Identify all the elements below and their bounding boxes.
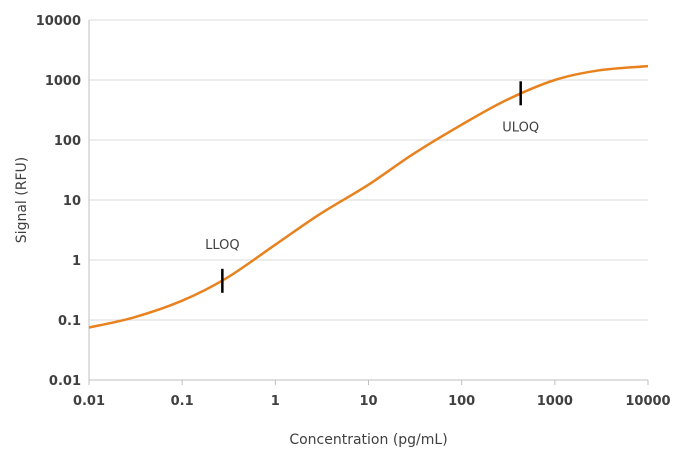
y-tick-label: 100 — [54, 134, 81, 149]
x-tick-label: 10000 — [625, 394, 670, 409]
y-axis-title: Signal (RFU) — [14, 157, 30, 243]
x-tick-label: 100 — [448, 394, 475, 409]
y-tick-label: 10 — [63, 194, 81, 209]
y-tick-label: 1 — [72, 254, 81, 269]
y-tick-label: 0.1 — [58, 314, 81, 329]
y-tick-label: 0.01 — [49, 374, 81, 389]
series-line — [88, 64, 649, 329]
x-tick-label: 10 — [359, 394, 377, 409]
annotation-label: LLOQ — [205, 238, 240, 253]
x-axis-title: Concentration (pg/mL) — [289, 432, 447, 448]
x-tick-label: 1 — [271, 394, 280, 409]
y-tick-label: 1000 — [45, 74, 81, 89]
annotation-label: ULOQ — [502, 120, 539, 135]
x-tick-label: 0.01 — [73, 394, 105, 409]
x-tick-label: 0.1 — [171, 394, 194, 409]
x-tick-label: 1000 — [537, 394, 573, 409]
y-tick-label: 10000 — [36, 14, 81, 29]
